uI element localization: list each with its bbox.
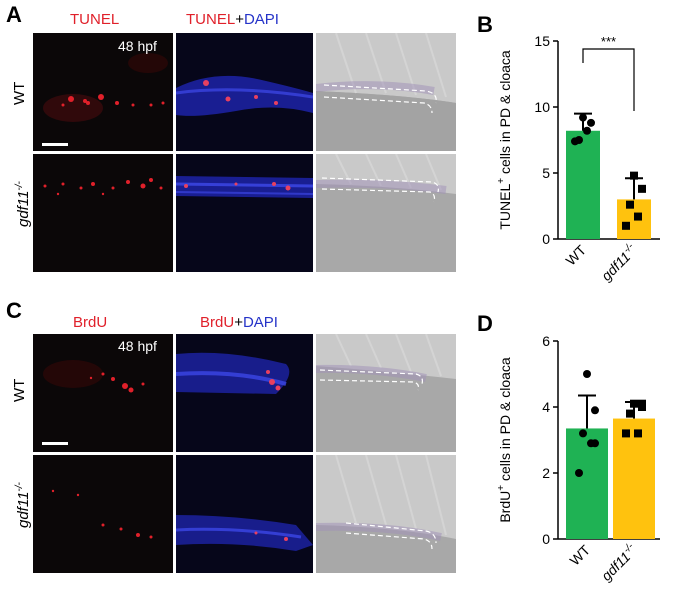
y-axis-label: TUNEL+ cells in PD & cloaca: [496, 50, 513, 230]
chart-d: 0 2 4 6 BrdU+ cells in PD & cloaca WT gdf11-/-: [496, 333, 660, 584]
significance-bracket: [582, 48, 635, 111]
data-point: [626, 200, 634, 209]
x-tick-label: WT: [562, 241, 589, 268]
data-point: [638, 184, 646, 193]
data-point: [579, 113, 587, 122]
data-point: [583, 126, 591, 135]
y-tick-label: 15: [534, 33, 550, 49]
data-point: [622, 221, 630, 230]
y-tick-label: 10: [534, 99, 550, 115]
image-a-tunel-wt: [33, 33, 173, 151]
data-point: [579, 429, 587, 438]
panel-letter-b: B: [477, 12, 493, 37]
data-point: [587, 118, 595, 127]
panel-a-row2-label: gdf11-/-: [14, 181, 32, 227]
bar: [566, 428, 608, 539]
panel-c-row1-label: WT: [11, 378, 28, 402]
data-point: [630, 399, 638, 408]
image-c-merge-mutant: [176, 455, 313, 573]
image-a-tunel-mutant: [33, 154, 173, 272]
panel-a-timepoint: 48 hpf: [118, 38, 157, 54]
data-point: [571, 137, 579, 146]
data-point: [591, 406, 599, 415]
image-c-brdu-mutant: [33, 455, 173, 573]
x-tick-label: gdf11-/-: [597, 541, 640, 584]
panel-c-timepoint: 48 hpf: [118, 338, 157, 354]
image-c-brightfield-mutant: [316, 455, 456, 573]
y-tick-label: 6: [542, 333, 550, 349]
data-point: [634, 429, 642, 438]
y-tick-label: 4: [542, 399, 550, 415]
x-tick-label: gdf11-/-: [597, 241, 640, 284]
image-c-merge-wt: [176, 334, 313, 452]
data-point: [630, 171, 638, 180]
chart-b: 0 5 10 15 TUNEL+ cells in PD & cloaca WT gdf11…: [496, 33, 660, 284]
panel-a-col2-label: TUNEL+DAPI: [186, 11, 279, 28]
image-a-brightfield-wt: [316, 33, 456, 151]
panel-c-row2-label: gdf11-/-: [14, 482, 32, 528]
panel-letter-a: A: [6, 2, 22, 27]
image-a-merge-mutant: [176, 154, 313, 272]
data-point: [626, 409, 634, 418]
panel-a-col1-label: TUNEL: [70, 11, 120, 28]
data-point: [591, 439, 599, 448]
panel-a-row1-label: WT: [11, 81, 28, 105]
y-tick-label: 2: [542, 465, 550, 481]
panel-c-col1-label: BrdU: [73, 314, 108, 331]
data-point: [583, 370, 591, 378]
image-a-brightfield-mutant: [316, 154, 456, 272]
y-axis-label: BrdU+ cells in PD & cloaca: [496, 357, 513, 523]
y-tick-label: 5: [542, 165, 550, 181]
image-a-merge-wt: [176, 33, 313, 151]
panel-c-col2-label: BrdU+DAPI: [200, 314, 278, 331]
data-point: [634, 212, 642, 221]
significance-label: ***: [601, 34, 616, 49]
y-tick-label: 0: [542, 531, 550, 547]
y-tick-label: 0: [542, 231, 550, 247]
panel-letter-c: C: [6, 298, 22, 323]
data-point: [622, 429, 630, 438]
data-point: [638, 403, 646, 411]
scale-bar-a: [42, 143, 68, 146]
data-point: [575, 469, 583, 477]
image-c-brdu-wt: [33, 334, 173, 452]
scale-bar-c: [42, 442, 68, 445]
image-c-brightfield-wt: [316, 334, 456, 452]
bar: [613, 418, 655, 539]
panel-letter-d: D: [477, 311, 493, 336]
bar: [566, 130, 600, 239]
x-tick-label: WT: [566, 541, 593, 568]
